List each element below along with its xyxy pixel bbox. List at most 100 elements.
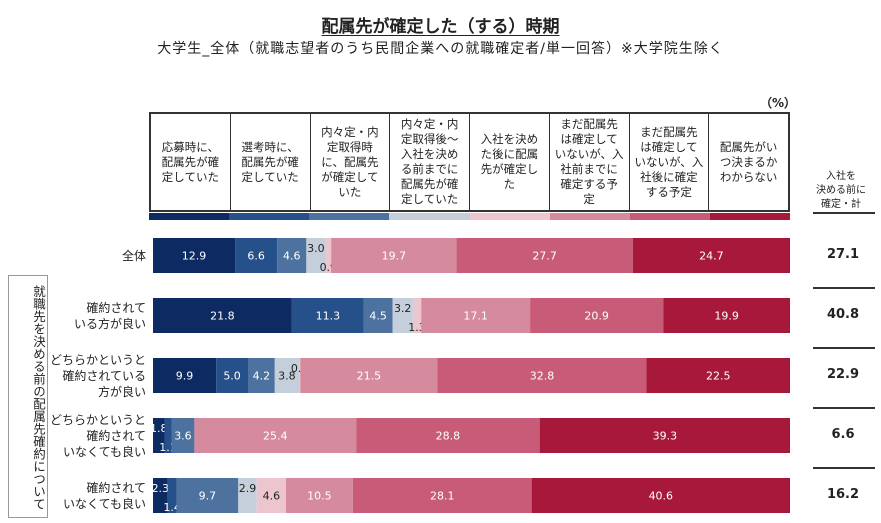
data-label: 3.0 bbox=[307, 242, 325, 255]
category-label: 確約されて いる方が良い bbox=[73, 300, 146, 331]
legend-swatch bbox=[149, 213, 230, 220]
legend-item: 配属先がい つ決まるか わからない bbox=[719, 139, 778, 184]
data-label: 32.8 bbox=[530, 370, 555, 383]
legend-color-strip bbox=[149, 213, 790, 220]
bar-segment bbox=[235, 238, 278, 273]
data-label: 21.5 bbox=[357, 370, 382, 383]
bar-row: 2.3 1.4 9.7 2.9 4.6 10.5 28.1 40.6 bbox=[152, 478, 790, 514]
bar-row: 12.9 6.6 4.63.00.919.7 27.7 24.7 bbox=[153, 238, 790, 274]
bar-segment bbox=[274, 358, 300, 393]
data-label: 12.9 bbox=[182, 250, 207, 263]
bar-segment bbox=[153, 238, 236, 273]
data-label: 39.3 bbox=[653, 430, 678, 443]
bar-segment bbox=[632, 238, 790, 273]
bar-segment bbox=[153, 298, 292, 333]
bar-segment bbox=[248, 358, 275, 393]
group-label: 就職先を決める前の配属先確約について bbox=[31, 285, 46, 510]
group-label-box bbox=[8, 275, 48, 518]
bar-segment bbox=[331, 238, 457, 273]
bar-segment bbox=[194, 418, 357, 453]
chart-subtitle: 大学生_全体（就職志望者のうち民間企業への就職確定者/単一回答）※大学院生除く bbox=[157, 41, 724, 57]
bar-segment bbox=[646, 358, 790, 393]
legend-item: 入社を決め た後に配属 先が確定し た bbox=[470, 114, 550, 210]
legend-item: 内々定・内 定取得後～ 入社を決め る前までに 配属先が確 定していた bbox=[390, 114, 470, 210]
bar-segment bbox=[531, 478, 790, 513]
bar-row: 9.9 5.0 4.2 3.80.221.5 32.8 22.5 bbox=[153, 358, 790, 393]
bar-segment bbox=[153, 418, 165, 453]
legend-swatch bbox=[469, 213, 550, 220]
data-label: 25.4 bbox=[263, 430, 288, 443]
legend-swatch bbox=[389, 213, 470, 220]
legend-item: 応募時に、 配属先が確 定していた bbox=[151, 114, 231, 210]
bar-segment bbox=[539, 418, 790, 453]
summary-separator bbox=[813, 287, 875, 289]
bar-segment bbox=[412, 298, 422, 333]
bar-segment bbox=[291, 298, 364, 333]
bar-segment bbox=[171, 418, 195, 453]
legend-item: 内々定・内 定取得時 に、配属先 が確定して いた bbox=[311, 114, 391, 210]
data-label: 2.3 bbox=[152, 482, 170, 495]
summary-value: 16.2 bbox=[826, 487, 860, 502]
data-label: 28.1 bbox=[430, 490, 455, 503]
bar-segment bbox=[306, 238, 326, 273]
data-label: 11.3 bbox=[316, 310, 341, 323]
data-label: 3.8 bbox=[278, 370, 296, 383]
data-label: 10.5 bbox=[307, 490, 332, 503]
bar-segment bbox=[153, 478, 168, 513]
bar-segment bbox=[363, 298, 393, 333]
data-label: 21.8 bbox=[210, 310, 235, 323]
legend-swatch bbox=[549, 213, 630, 220]
data-label: 28.8 bbox=[436, 430, 461, 443]
data-label: 19.7 bbox=[382, 250, 407, 263]
data-label: 40.6 bbox=[649, 490, 674, 503]
category-label: どちらかというと 確約されている 方が良い bbox=[49, 352, 146, 399]
data-label: 4.6 bbox=[263, 490, 281, 503]
summary-value: 40.8 bbox=[826, 307, 860, 322]
summary-separator bbox=[813, 407, 875, 409]
legend-item: まだ配属先 は確定して いないが、入 社前までに 確定する予 定 bbox=[550, 114, 630, 210]
data-label: 1.8 bbox=[150, 422, 168, 435]
data-label: 3.2 bbox=[394, 302, 412, 315]
legend-item: 選考時に、 配属先が確 定していた bbox=[231, 114, 311, 210]
category-label: どちらかというと 確約されて いなくても良い bbox=[49, 412, 146, 459]
bar-segment bbox=[167, 478, 177, 513]
bar-segment bbox=[153, 358, 217, 393]
bar-segment bbox=[663, 298, 790, 333]
data-label: 4.6 bbox=[283, 250, 301, 263]
legend-swatch bbox=[229, 213, 310, 220]
bar-row: 21.8 11.3 4.53.21.317.1 20.9 19.9 bbox=[153, 298, 790, 334]
legend-swatch bbox=[629, 213, 710, 220]
bar-segment bbox=[286, 478, 353, 513]
data-label: 4.2 bbox=[253, 370, 271, 383]
legend-header-table: 応募時に、 配属先が確 定していた 選考時に、 配属先が確 定していた 内々定・… bbox=[149, 112, 790, 212]
bar-segment bbox=[437, 358, 647, 393]
data-label: 27.7 bbox=[532, 250, 557, 263]
legend-swatch bbox=[709, 213, 790, 220]
summary-separator bbox=[813, 467, 875, 469]
bar-segment bbox=[456, 238, 633, 273]
data-label: 17.1 bbox=[463, 310, 488, 323]
bar-segment bbox=[325, 238, 332, 273]
bar-segment bbox=[530, 298, 664, 333]
data-label: 9.9 bbox=[176, 370, 194, 383]
data-label: 6.6 bbox=[247, 250, 265, 263]
summary-separator bbox=[813, 347, 875, 349]
summary-value: 27.1 bbox=[826, 247, 860, 262]
bar-segment bbox=[300, 358, 438, 393]
data-label: 5.0 bbox=[223, 370, 241, 383]
legend-swatch bbox=[309, 213, 390, 220]
unit-label: （%） bbox=[760, 96, 797, 110]
bar-segment bbox=[299, 358, 301, 393]
bar-segment bbox=[256, 478, 286, 513]
bar-segment bbox=[176, 478, 239, 513]
data-label: 19.9 bbox=[714, 310, 739, 323]
category-label: 全体 bbox=[121, 248, 146, 263]
summary-column-header: 入社を 決める前に 確定・計 bbox=[816, 171, 866, 210]
data-label: 24.7 bbox=[699, 250, 724, 263]
data-label: 4.5 bbox=[369, 310, 387, 323]
data-label: 9.7 bbox=[199, 490, 217, 503]
bar-segment bbox=[216, 358, 249, 393]
chart-title: 配属先が確定した（する）時期 bbox=[321, 17, 560, 37]
bar-segment bbox=[356, 418, 540, 453]
data-label: 2.9 bbox=[239, 482, 257, 495]
